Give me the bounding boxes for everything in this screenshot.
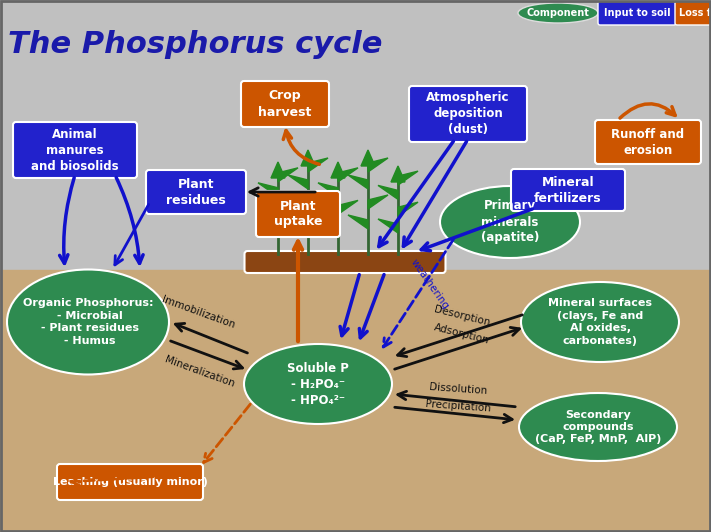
Text: Adsorption: Adsorption <box>433 322 491 346</box>
Text: Immobilization: Immobilization <box>160 294 236 330</box>
Text: Desorption: Desorption <box>433 304 491 328</box>
Polygon shape <box>338 168 358 182</box>
Text: The Phosphorus cycle: The Phosphorus cycle <box>8 30 383 59</box>
FancyBboxPatch shape <box>675 1 711 25</box>
Ellipse shape <box>518 3 598 23</box>
FancyBboxPatch shape <box>511 169 625 211</box>
Ellipse shape <box>521 282 679 362</box>
Text: Animal
manures
and biosolids: Animal manures and biosolids <box>31 128 119 172</box>
Polygon shape <box>308 158 328 172</box>
Polygon shape <box>278 168 298 182</box>
Polygon shape <box>288 215 308 229</box>
Text: Crop
harvest: Crop harvest <box>258 89 311 119</box>
FancyBboxPatch shape <box>598 1 676 25</box>
Polygon shape <box>398 202 418 216</box>
Text: Component: Component <box>527 8 589 18</box>
Polygon shape <box>318 218 338 232</box>
Text: Plant
uptake: Plant uptake <box>274 200 322 229</box>
Text: Runoff and
erosion: Runoff and erosion <box>611 128 685 156</box>
Polygon shape <box>331 162 345 178</box>
Text: Loss from soil: Loss from soil <box>679 8 711 18</box>
Polygon shape <box>398 171 418 185</box>
FancyBboxPatch shape <box>245 251 446 273</box>
Text: Dissolution: Dissolution <box>429 382 487 396</box>
Polygon shape <box>288 175 308 189</box>
Polygon shape <box>338 201 358 214</box>
Polygon shape <box>258 183 278 197</box>
Text: Precipitation: Precipitation <box>425 400 491 414</box>
Polygon shape <box>308 195 328 209</box>
Polygon shape <box>258 218 278 232</box>
Polygon shape <box>361 150 375 166</box>
Ellipse shape <box>519 393 677 461</box>
Polygon shape <box>278 201 298 214</box>
Ellipse shape <box>7 270 169 375</box>
FancyBboxPatch shape <box>409 86 527 142</box>
Polygon shape <box>391 166 405 182</box>
FancyBboxPatch shape <box>256 191 340 237</box>
Text: Organic Phosphorus:
 - Microbial
 - Plant residues
 - Humus: Organic Phosphorus: - Microbial - Plant … <box>23 298 154 346</box>
Polygon shape <box>368 158 388 172</box>
Polygon shape <box>318 183 338 197</box>
Polygon shape <box>301 150 315 166</box>
Text: Leaching (usually minor): Leaching (usually minor) <box>53 477 208 487</box>
Polygon shape <box>0 0 711 270</box>
Polygon shape <box>0 270 711 532</box>
Text: Plant
residues: Plant residues <box>166 178 226 206</box>
Text: Input to soil: Input to soil <box>604 8 670 18</box>
Polygon shape <box>368 195 388 209</box>
Text: Secondary
compounds
(CaP, FeP, MnP,  AlP): Secondary compounds (CaP, FeP, MnP, AlP) <box>535 410 661 444</box>
Text: Primary
minerals
(apatite): Primary minerals (apatite) <box>481 200 539 245</box>
FancyBboxPatch shape <box>13 122 137 178</box>
FancyBboxPatch shape <box>241 81 329 127</box>
FancyBboxPatch shape <box>57 464 203 500</box>
FancyBboxPatch shape <box>595 120 701 164</box>
Ellipse shape <box>244 344 392 424</box>
Text: Mineral
fertilizers: Mineral fertilizers <box>534 176 602 204</box>
Polygon shape <box>378 219 398 233</box>
Polygon shape <box>271 162 285 178</box>
Text: Soluble P
- H₂PO₄⁻
- HPO₄²⁻: Soluble P - H₂PO₄⁻ - HPO₄²⁻ <box>287 362 349 406</box>
Polygon shape <box>378 185 398 200</box>
Polygon shape <box>348 215 368 229</box>
Text: Mineralization: Mineralization <box>164 354 236 388</box>
FancyBboxPatch shape <box>146 170 246 214</box>
Text: Mineral surfaces
(clays, Fe and
Al oxides,
carbonates): Mineral surfaces (clays, Fe and Al oxide… <box>548 298 652 346</box>
Polygon shape <box>348 175 368 189</box>
Text: weathering: weathering <box>409 257 451 311</box>
Text: Atmospheric
deposition
(dust): Atmospheric deposition (dust) <box>427 92 510 137</box>
Ellipse shape <box>440 186 580 258</box>
